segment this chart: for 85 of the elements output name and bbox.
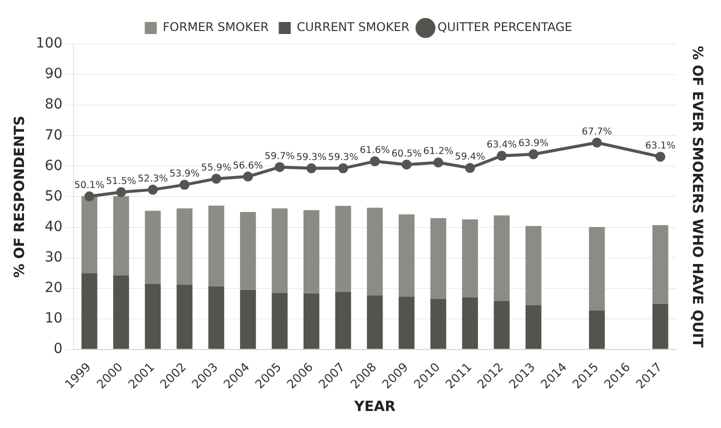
bar: [494, 215, 510, 301]
bar: [176, 284, 192, 349]
bar: [588, 226, 605, 310]
point: [211, 174, 222, 184]
data-label: 63.1%: [645, 140, 676, 152]
data-label: 63.4%: [486, 140, 517, 151]
data-label: 55.9%: [201, 162, 232, 174]
y-tick-label: 50: [44, 188, 63, 204]
bar: [335, 292, 352, 349]
legend-label: FORMER SMOKER: [162, 20, 269, 34]
bar: [272, 292, 288, 349]
legend-label: QUITTER PERCENTAGE: [438, 20, 572, 34]
data-label: 53.9%: [169, 168, 200, 180]
data-label: 51.5%: [106, 176, 136, 187]
point: [655, 152, 666, 162]
y-tick-label: 10: [44, 310, 63, 327]
bar: [303, 210, 320, 294]
legend-label: CURRENT SMOKER: [296, 20, 410, 34]
bar: [240, 212, 256, 290]
point: [180, 180, 190, 190]
y-tick-label: 90: [44, 66, 63, 82]
bar: [81, 273, 98, 349]
bar: [208, 206, 224, 286]
point: [402, 160, 412, 170]
point: [370, 156, 380, 166]
bar: [335, 206, 352, 292]
bar: [462, 219, 478, 298]
bar: [113, 276, 130, 349]
data-label: 61.2%: [423, 146, 454, 158]
y-tick-label: 0: [54, 341, 63, 358]
bar: [430, 218, 446, 300]
bar: [652, 304, 668, 349]
bar: [526, 305, 542, 349]
y-tick-label: 30: [44, 249, 63, 266]
data-label: 61.6%: [360, 145, 390, 156]
bar: [398, 214, 415, 297]
data-label: 67.7%: [582, 126, 612, 138]
point: [306, 163, 316, 174]
y-tick-label: 40: [44, 218, 63, 235]
bar: [113, 196, 130, 276]
bar: [462, 297, 478, 349]
data-label: 50.1%: [74, 180, 104, 192]
point: [465, 163, 476, 173]
y-tick-label: 70: [44, 127, 63, 144]
point: [84, 191, 94, 202]
point: [433, 158, 444, 168]
bar: [144, 210, 161, 284]
bar: [208, 286, 224, 349]
y-tick-label: 80: [44, 96, 63, 113]
bar: [398, 296, 415, 349]
bar: [272, 208, 288, 293]
data-label: 59.4%: [454, 152, 486, 163]
point: [116, 187, 126, 198]
y-tick-label: 60: [44, 158, 63, 174]
point: [274, 162, 285, 172]
bar: [366, 208, 383, 296]
bar: [303, 294, 320, 349]
bar: [494, 300, 510, 349]
bar: [526, 226, 542, 306]
data-label: 52.3%: [138, 173, 168, 184]
x-axis-title: YEAR: [353, 399, 396, 416]
point: [592, 138, 602, 148]
bar: [430, 299, 446, 349]
bar: [176, 208, 192, 285]
data-label: 63.9%: [518, 138, 549, 149]
y-tick-label: 100: [36, 36, 63, 52]
bar: [588, 310, 605, 349]
point: [338, 163, 348, 174]
data-label: 60.5%: [391, 148, 422, 160]
data-label: 59.7%: [264, 150, 295, 162]
point: [528, 149, 538, 160]
y2-axis-title: % OF EVER SMOKERS WHO HAVE QUIT: [688, 46, 705, 348]
data-label: 59.3%: [328, 152, 358, 164]
data-label: 59.3%: [296, 152, 327, 164]
bar: [240, 290, 256, 349]
y-axis-title: % OF RESPONDENTS: [12, 116, 28, 278]
bar: [144, 284, 161, 349]
data-label: 56.6%: [232, 160, 264, 172]
bar: [81, 196, 98, 274]
point: [496, 150, 507, 161]
point: [148, 184, 158, 195]
point: [242, 172, 253, 182]
bar: [366, 295, 383, 349]
bar: [652, 225, 668, 304]
y-tick-label: 20: [44, 280, 63, 296]
